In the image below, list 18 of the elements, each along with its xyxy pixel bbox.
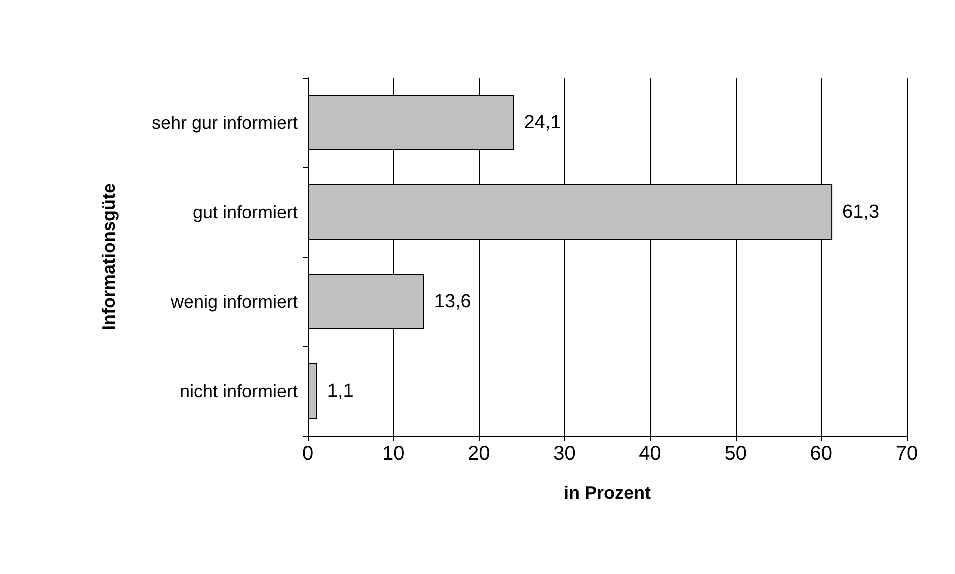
data-label: 1,1 [327,380,354,402]
data-label: 24,1 [524,112,562,134]
data-label: 61,3 [842,202,880,223]
y-axis-title: Informationsgüte [99,184,119,330]
y-tick-label: gut informiert [192,202,298,222]
x-tick-label: 20 [468,443,490,465]
x-tick-label: 10 [382,443,405,465]
y-tick-label: wenig informiert [170,292,298,312]
x-tick-label: 40 [639,443,662,465]
x-tick-label: 30 [554,443,576,465]
x-tick-label: 0 [302,443,314,465]
y-tick-label: sehr gur informiert [152,112,298,133]
x-tick-label: 50 [724,443,747,465]
x-axis-title: in Prozent [564,483,652,503]
x-tick-label: 60 [810,443,833,465]
x-tick-label: 70 [896,443,918,465]
data-label: 13,6 [434,291,472,312]
y-tick-label: nicht informiert [180,381,298,402]
